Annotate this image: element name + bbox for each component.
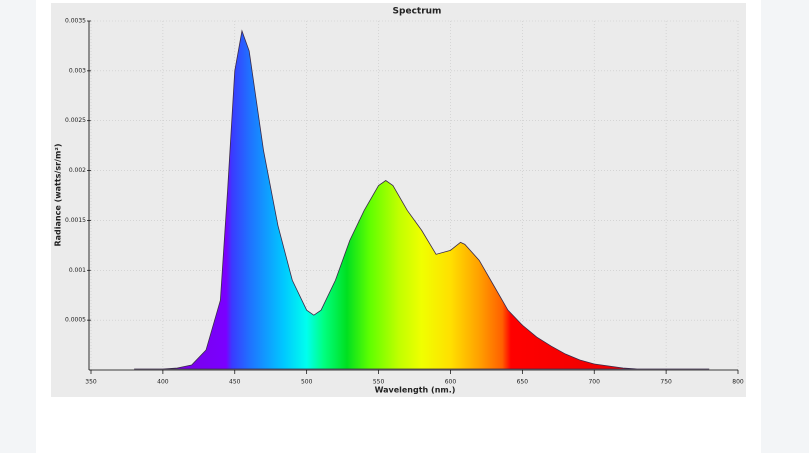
- x-tick-label: 550: [373, 379, 385, 386]
- x-tick-label: 500: [301, 379, 313, 386]
- y-tick-label: 0.0035: [65, 18, 86, 25]
- x-tick-label: 650: [517, 379, 529, 386]
- x-tick-label: 350: [85, 379, 97, 386]
- chart-title: Spectrum: [393, 7, 442, 17]
- y-tick-label: 0.002: [69, 167, 86, 174]
- x-tick-label: 750: [660, 379, 672, 386]
- x-tick-label: 400: [157, 379, 169, 386]
- y-tick-label: 0.0015: [65, 217, 86, 224]
- x-axis-label: Wavelength (nm.): [375, 386, 456, 395]
- y-tick-label: 0.0025: [65, 117, 86, 124]
- x-tick-label: 600: [445, 379, 457, 386]
- y-tick-label: 0.003: [69, 67, 86, 74]
- x-tick-label: 800: [732, 379, 744, 386]
- x-tick-label: 450: [229, 379, 241, 386]
- y-tick-label: 0.0005: [65, 317, 86, 324]
- y-tick-label: 0.001: [69, 267, 86, 274]
- spectrum-area: [134, 29, 710, 370]
- x-tick-label: 700: [588, 379, 600, 386]
- y-axis-label: Radiance (watts/sr/m²): [54, 144, 63, 247]
